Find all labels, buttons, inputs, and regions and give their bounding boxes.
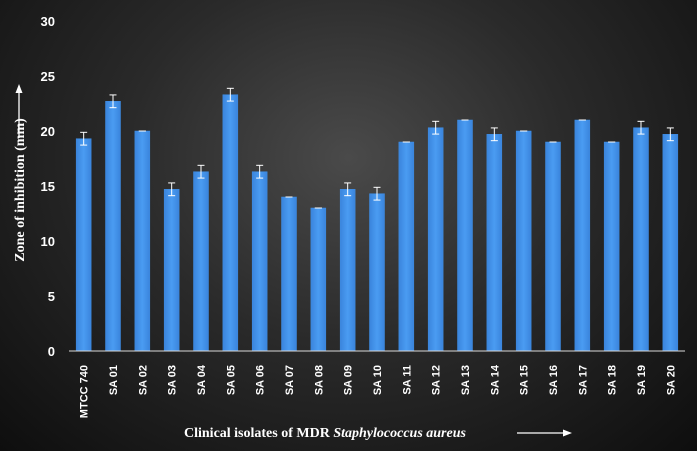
category-label: SA 12 bbox=[431, 365, 443, 395]
bar bbox=[603, 141, 620, 352]
y-tick-label: 0 bbox=[48, 344, 55, 359]
category-label: SA 14 bbox=[489, 364, 501, 395]
error-bar bbox=[256, 164, 264, 179]
category-label: SA 16 bbox=[548, 365, 560, 395]
category-label: SA 17 bbox=[577, 365, 589, 395]
bar bbox=[105, 101, 121, 352]
error-bar bbox=[109, 94, 117, 109]
category-label: SA 19 bbox=[636, 365, 648, 395]
category-label: MTCC 740 bbox=[79, 365, 91, 418]
category-label: SA 04 bbox=[196, 364, 208, 395]
category-label: SA 11 bbox=[401, 365, 413, 395]
y-axis-title: Zone of inhibition (mm) bbox=[13, 118, 28, 262]
category-label: SA 10 bbox=[372, 365, 384, 395]
bar bbox=[662, 134, 679, 352]
y-tick-labels: 0 5 10 15 20 25 30 bbox=[41, 14, 55, 359]
error-bar bbox=[226, 87, 234, 102]
bars bbox=[75, 94, 679, 352]
bar bbox=[193, 171, 209, 352]
error-bar bbox=[432, 120, 440, 135]
bar bbox=[369, 193, 385, 352]
category-label: SA 09 bbox=[343, 365, 355, 395]
category-label: SA 13 bbox=[460, 365, 472, 395]
error-bar bbox=[637, 120, 645, 135]
bar bbox=[281, 196, 297, 352]
category-label: SA 07 bbox=[284, 365, 296, 395]
bar bbox=[134, 130, 151, 352]
bar bbox=[574, 119, 591, 352]
category-label: SA 18 bbox=[607, 365, 619, 395]
error-bar bbox=[197, 164, 205, 179]
y-tick-label: 30 bbox=[41, 14, 55, 29]
bar bbox=[310, 207, 327, 352]
category-label: SA 06 bbox=[255, 365, 267, 395]
x-axis-title-italic: Staphylococcus aureus bbox=[333, 426, 466, 441]
category-label: SA 15 bbox=[519, 365, 531, 395]
error-bar bbox=[490, 127, 498, 142]
category-labels: MTCC 740 SA 01 SA 02 SA 03 SA 04 SA 05 SA 06 SA… bbox=[79, 364, 678, 418]
error-bar bbox=[80, 131, 88, 146]
bar bbox=[515, 130, 532, 352]
error-bars bbox=[80, 87, 674, 209]
error-bar bbox=[168, 182, 176, 197]
y-axis-arrow-icon bbox=[15, 84, 23, 138]
error-bar bbox=[344, 182, 352, 197]
bar bbox=[457, 119, 473, 352]
x-axis-title-prefix: Clinical isolates of MDR bbox=[184, 426, 333, 441]
category-label: SA 02 bbox=[137, 365, 149, 395]
x-axis-arrow-icon bbox=[517, 429, 572, 437]
y-tick-label: 15 bbox=[41, 179, 55, 194]
bar bbox=[545, 141, 561, 352]
bar bbox=[486, 134, 503, 352]
bar bbox=[398, 141, 415, 352]
category-label: SA 20 bbox=[665, 365, 677, 395]
bar bbox=[633, 127, 649, 352]
category-label: SA 08 bbox=[313, 365, 325, 395]
y-tick-label: 10 bbox=[41, 234, 55, 249]
error-bar bbox=[666, 127, 674, 142]
bar bbox=[251, 171, 268, 352]
error-bar bbox=[373, 186, 381, 201]
category-label: SA 05 bbox=[225, 365, 237, 395]
bar bbox=[427, 127, 444, 352]
y-tick-label: 20 bbox=[41, 124, 55, 139]
x-axis-title: Clinical isolates of MDR Staphylococcus … bbox=[184, 426, 467, 441]
bar bbox=[75, 138, 92, 352]
bar bbox=[222, 94, 239, 352]
bar bbox=[163, 189, 180, 352]
y-tick-label: 25 bbox=[41, 69, 55, 84]
y-tick-label: 5 bbox=[48, 289, 55, 304]
category-label: SA 01 bbox=[108, 365, 120, 395]
category-label: SA 03 bbox=[167, 365, 179, 395]
bar bbox=[339, 189, 356, 352]
